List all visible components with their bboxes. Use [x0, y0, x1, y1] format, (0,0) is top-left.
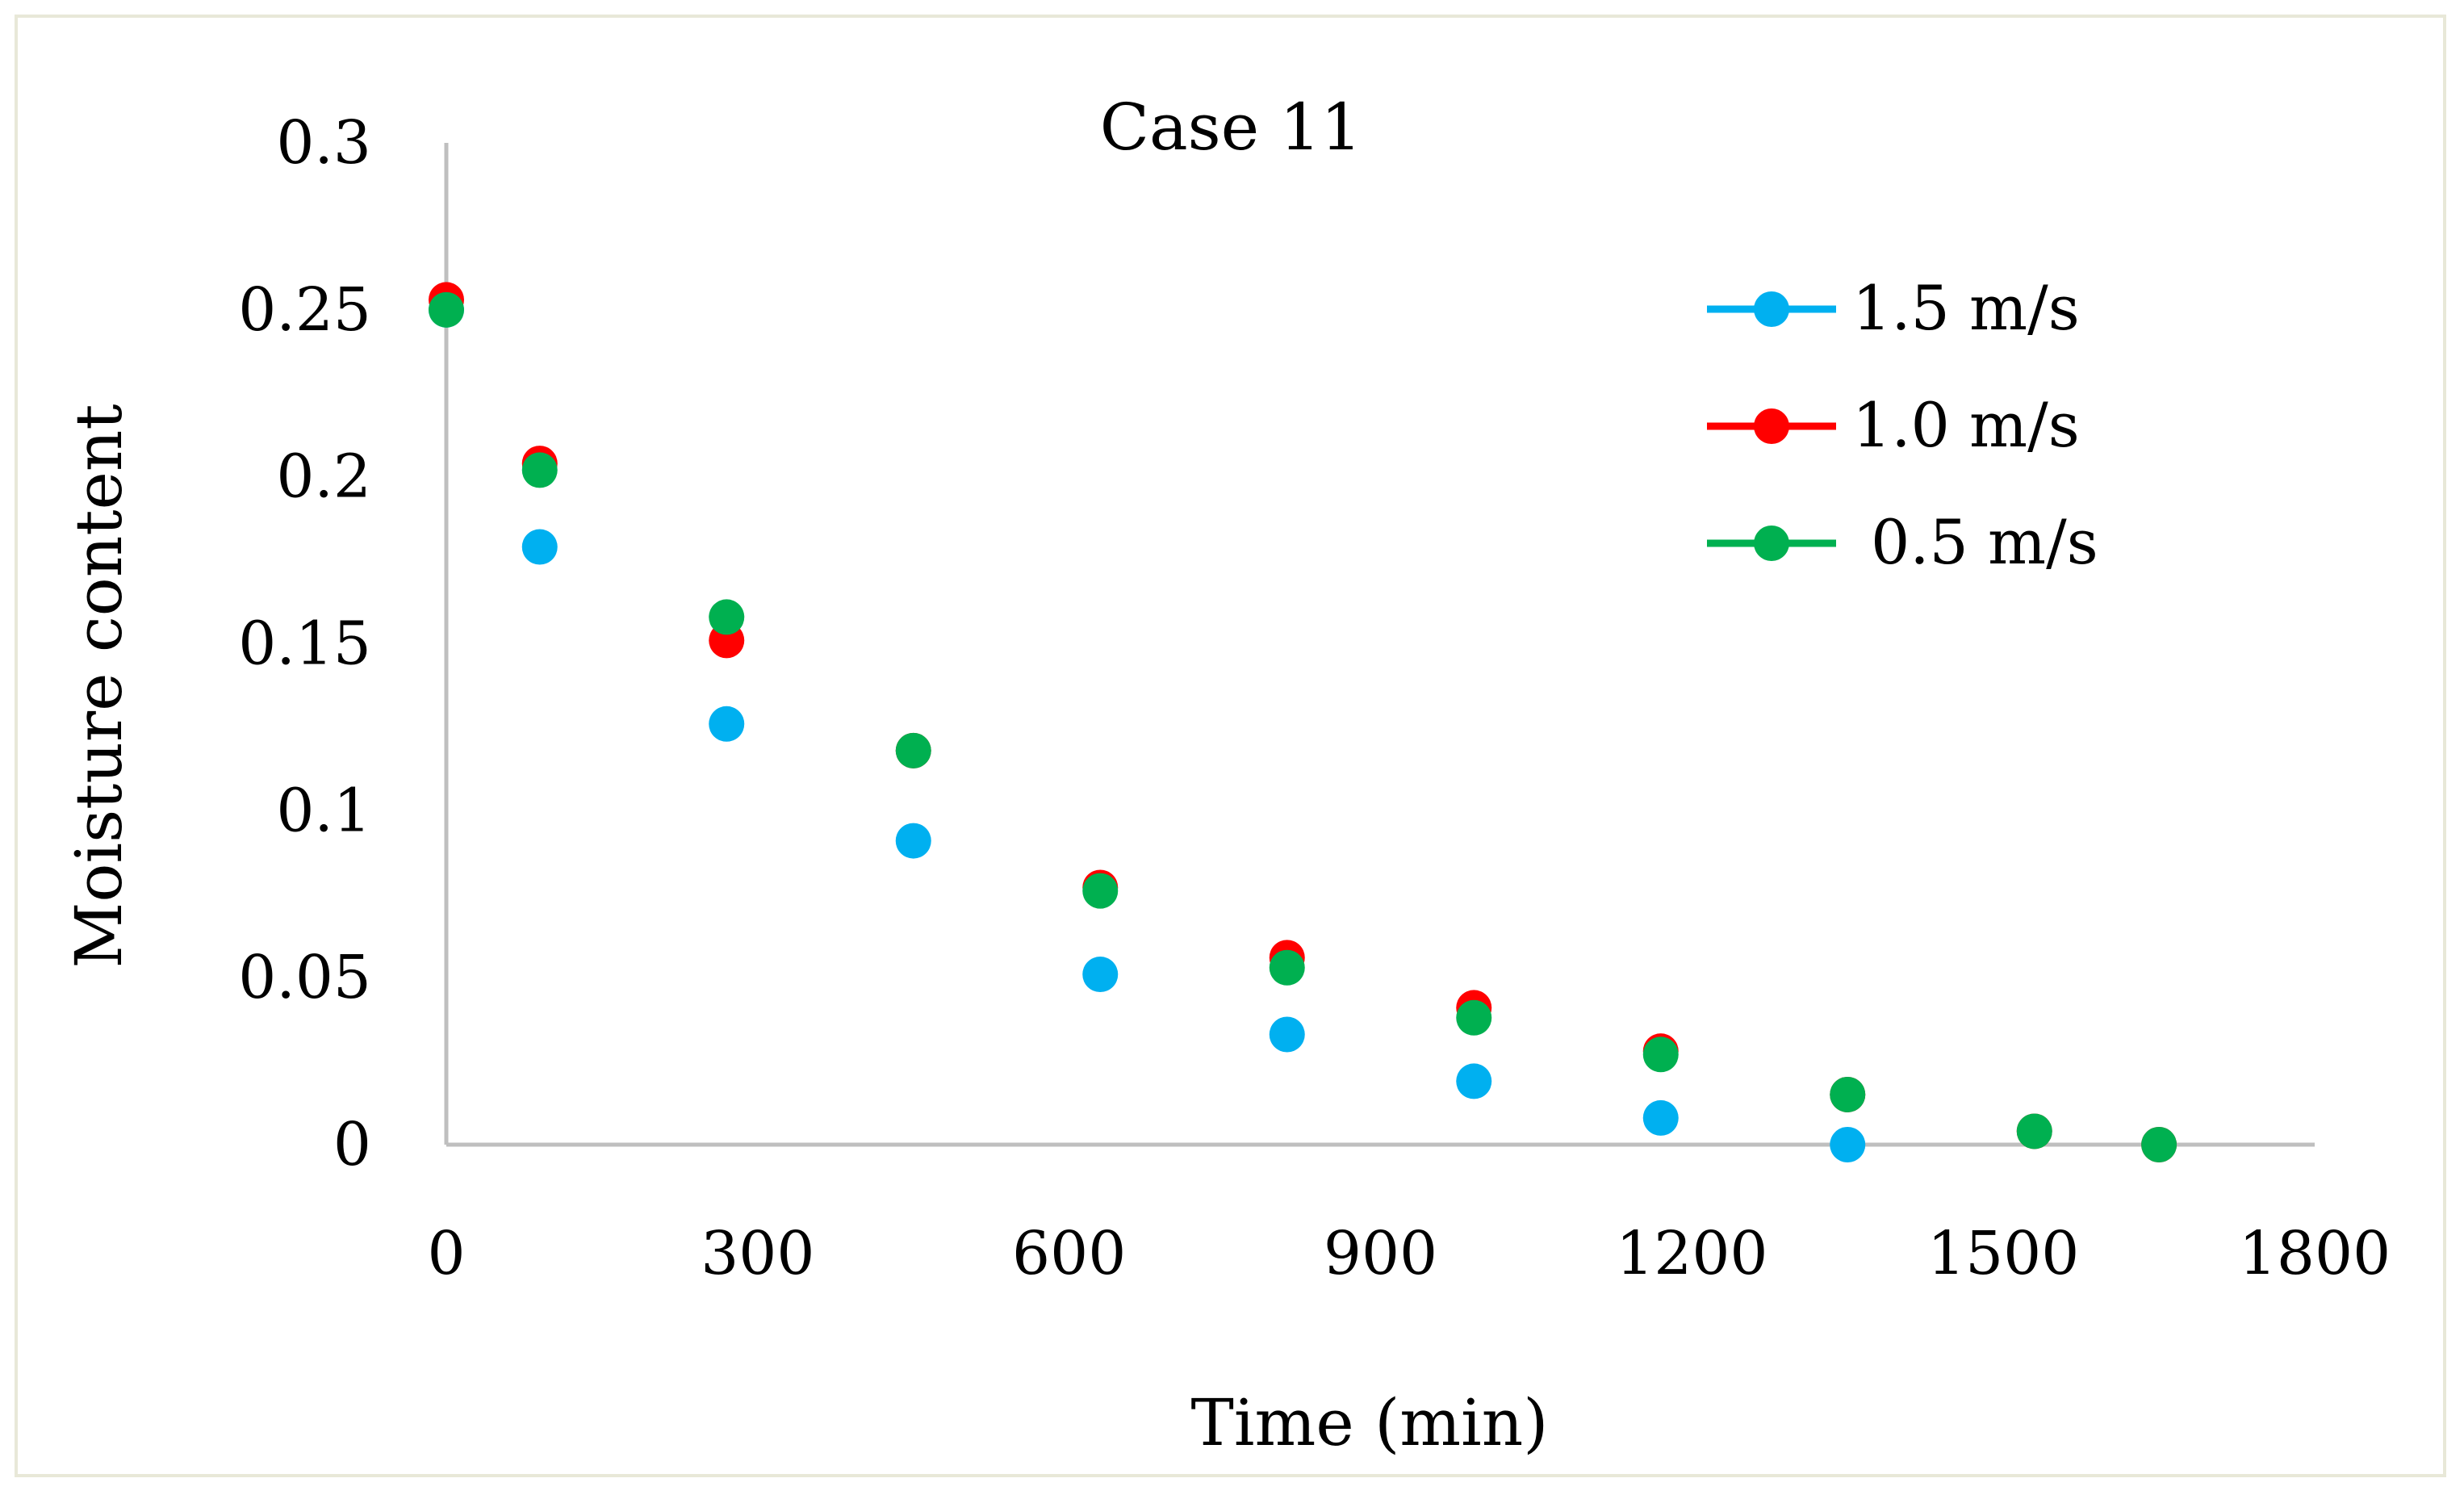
- y-tick-label: 0.05: [238, 943, 371, 1012]
- x-tick-labels: 0 300 600 900 1200 1500 1800: [427, 1219, 2391, 1288]
- data-point: [429, 291, 464, 328]
- data-point: [1269, 1016, 1305, 1053]
- legend-item-0-5-ms: 0.5 m/s: [1707, 506, 2098, 578]
- data-point: [1456, 999, 1492, 1036]
- legend-label-1-0-ms: 1.0 m/s: [1852, 389, 2080, 461]
- x-axis-title: Time (min): [1191, 1385, 1549, 1460]
- chart-title: Case 11: [1100, 90, 1362, 165]
- data-point: [1082, 873, 1119, 909]
- y-tick-label: 0.2: [276, 442, 371, 512]
- legend-marker-1-5-ms: [1754, 291, 1789, 327]
- data-point: [521, 529, 558, 565]
- x-tick-label: 900: [1324, 1219, 1437, 1288]
- y-tick-label: 0.15: [238, 609, 371, 679]
- series-1-5-m-s: [429, 291, 1866, 1162]
- x-tick-label: 600: [1012, 1219, 1126, 1288]
- y-tick-label: 0.3: [276, 108, 371, 178]
- data-point: [1082, 957, 1119, 993]
- data-point: [1830, 1127, 1866, 1162]
- x-tick-label: 1200: [1616, 1219, 1767, 1288]
- x-tick-label: 1500: [1927, 1219, 2079, 1288]
- legend-marker-1-0-ms: [1754, 408, 1789, 444]
- y-tick-label: 0.25: [238, 275, 371, 345]
- data-point: [521, 452, 558, 488]
- legend: 1.5 m/s 1.0 m/s 0.5 m/s: [1707, 272, 2098, 578]
- data-point: [1642, 1036, 1679, 1073]
- data-point: [895, 823, 931, 859]
- legend-item-1-0-ms: 1.0 m/s: [1707, 389, 2080, 461]
- y-tick-label: 0.1: [276, 776, 371, 845]
- y-axis-title: Moisture content: [61, 404, 136, 968]
- legend-item-1-5-ms: 1.5 m/s: [1707, 272, 2080, 344]
- legend-label-1-5-ms: 1.5 m/s: [1852, 272, 2080, 344]
- data-point: [1830, 1076, 1866, 1112]
- chart-frame: [15, 15, 2446, 1477]
- x-tick-label: 1800: [2239, 1219, 2391, 1288]
- data-point: [1456, 1063, 1492, 1099]
- data-point: [709, 599, 745, 635]
- data-points: [429, 282, 2177, 1162]
- data-point: [895, 732, 931, 768]
- series-0-5-m-s: [429, 291, 2177, 1162]
- x-tick-label: 300: [701, 1219, 814, 1288]
- data-point: [1269, 949, 1305, 986]
- y-tick-labels: 0 0.05 0.1 0.15 0.2 0.25 0.3: [238, 108, 371, 1179]
- data-point: [2141, 1127, 2177, 1162]
- y-tick-label: 0: [333, 1110, 371, 1179]
- data-point: [709, 706, 745, 742]
- legend-label-0-5-ms: 0.5 m/s: [1871, 506, 2098, 578]
- legend-marker-0-5-ms: [1754, 526, 1789, 561]
- x-tick-label: 0: [427, 1219, 465, 1288]
- data-point: [1642, 1099, 1679, 1136]
- data-point: [2016, 1113, 2052, 1150]
